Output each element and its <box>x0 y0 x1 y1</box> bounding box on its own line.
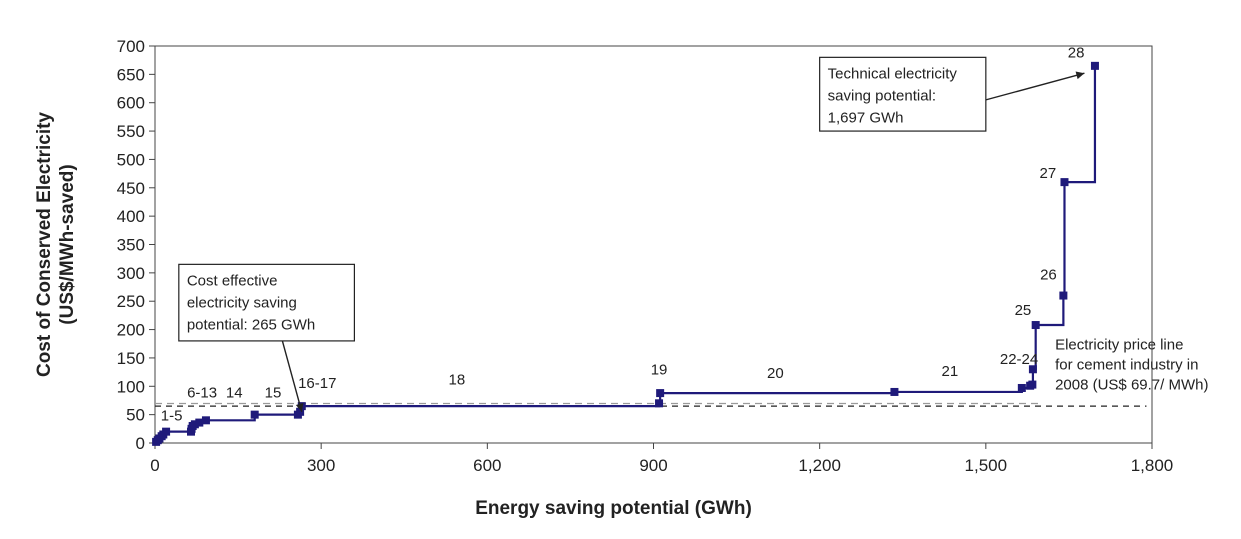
annotation-box <box>178 263 355 342</box>
x-tick-label: 0 <box>150 456 159 475</box>
segment-label: 19 <box>651 361 668 378</box>
segment-label: 28 <box>1068 44 1085 61</box>
annotation-line: 1,697 GWh <box>828 109 904 126</box>
segment-label: 14 <box>226 385 243 402</box>
annotation-line: Electricity price line <box>1055 336 1183 353</box>
y-tick-label: 0 <box>136 434 145 453</box>
data-point <box>190 420 199 429</box>
data-point <box>1090 61 1099 70</box>
segment-label: 25 <box>1015 302 1032 319</box>
series-layer <box>152 61 1099 446</box>
data-point <box>195 418 204 427</box>
y-tick-label: 300 <box>117 264 145 283</box>
x-tick-label: 300 <box>307 456 335 475</box>
annotation-line: for cement industry in <box>1055 356 1198 373</box>
y-tick-label: 500 <box>117 150 145 169</box>
segment-label: 6-13 <box>187 385 217 402</box>
data-point <box>250 410 259 419</box>
y-axis-title-line2: (US$/MWh-saved) <box>57 164 78 324</box>
y-tick-label: 650 <box>117 65 145 84</box>
annotation-arrow <box>281 340 303 412</box>
data-point <box>1017 383 1026 392</box>
segment-label: 18 <box>449 372 466 389</box>
data-point <box>1031 321 1040 330</box>
data-point <box>655 399 664 408</box>
x-tick-label: 1,500 <box>965 456 1008 475</box>
annotation-line: saving potential: <box>828 87 936 104</box>
data-point <box>1060 178 1069 187</box>
segment-label: 27 <box>1040 165 1057 182</box>
annotation-arrow <box>985 72 1085 101</box>
annotation-line: potential: 265 GWh <box>187 316 315 333</box>
annotation-line: 2008 (US$ 69.7/ MWh) <box>1055 376 1208 393</box>
y-axis-title-line1: Cost of Conserved Electricity <box>34 112 55 377</box>
annotation-line: Technical electricity <box>828 65 958 82</box>
axes: 0501001502002503003504004505005506006507… <box>117 37 1174 475</box>
y-tick-label: 50 <box>126 406 145 425</box>
segment-label: 26 <box>1040 267 1057 284</box>
data-point <box>656 389 665 398</box>
y-tick-label: 450 <box>117 179 145 198</box>
annotation-arrowhead <box>1075 71 1085 80</box>
y-tick-label: 250 <box>117 292 145 311</box>
segment-label: 20 <box>767 365 784 382</box>
y-tick-label: 150 <box>117 349 145 368</box>
data-point <box>890 387 899 396</box>
data-point <box>1028 380 1037 389</box>
x-tick-label: 600 <box>473 456 501 475</box>
y-tick-label: 200 <box>117 321 145 340</box>
x-tick-label: 1,800 <box>1131 456 1174 475</box>
segment-label: 1-5 <box>161 407 183 424</box>
y-tick-label: 550 <box>117 122 145 141</box>
y-tick-label: 350 <box>117 236 145 255</box>
data-point <box>296 407 305 416</box>
segment-labels: 1-56-13 14 15 16-17 18 19 20 21 22-24 25 26 27 28 <box>161 44 1085 424</box>
annotation-arrowhead <box>295 402 304 412</box>
y-tick-label: 600 <box>117 94 145 113</box>
y-tick-label: 400 <box>117 207 145 226</box>
data-point <box>201 416 210 425</box>
annotations-layer: Cost effective electricity saving potentia… <box>178 56 1208 412</box>
data-point <box>162 427 171 436</box>
data-point <box>1059 291 1068 300</box>
segment-label: 15 <box>265 385 282 402</box>
annotation-line: Cost effective <box>187 272 278 289</box>
axis-titles: Energy saving potential (GWh) Cost of Con… <box>34 112 752 519</box>
annotation-line: electricity saving <box>187 294 297 311</box>
annotation-box <box>819 56 987 132</box>
x-tick-label: 1,200 <box>798 456 841 475</box>
data-point <box>1028 365 1037 374</box>
segment-label: 22-24 <box>1000 351 1038 368</box>
segment-label: 16-17 <box>298 375 336 392</box>
segment-label: 21 <box>941 363 958 380</box>
y-tick-label: 100 <box>117 377 145 396</box>
x-tick-label: 900 <box>639 456 667 475</box>
x-axis-title: Energy saving potential (GWh) <box>475 498 752 519</box>
y-tick-label: 700 <box>117 37 145 56</box>
